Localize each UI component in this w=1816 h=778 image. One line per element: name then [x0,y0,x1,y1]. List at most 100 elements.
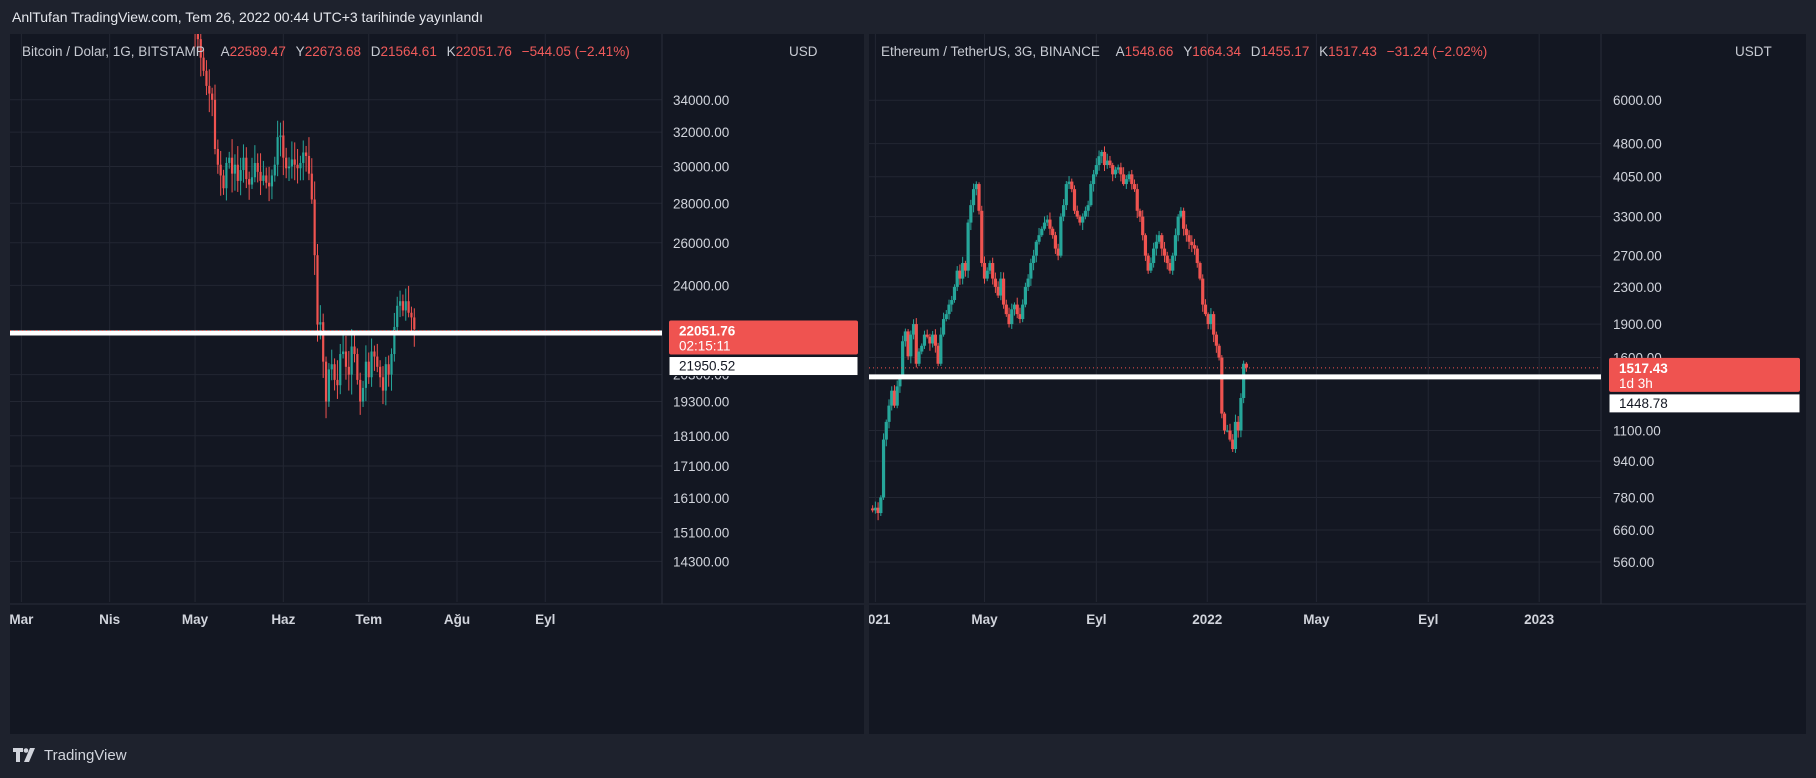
eth-candle-body [1023,286,1028,305]
btc-candle [333,358,336,391]
btc-candle [202,49,205,76]
btc-x-tick-label: Eyl [535,612,555,627]
eth-candle [1081,213,1085,230]
btc-candle [330,349,333,381]
btc-candle [350,329,353,395]
eth-candle-body [1075,210,1079,217]
eth-candle-body [941,319,946,335]
eth-candle [947,299,951,320]
eth-candle-body [1042,222,1047,229]
eth-candle [1233,414,1238,453]
eth-candle [980,205,984,267]
btc-candle-body [370,351,373,378]
eth-symbol[interactable]: Ethereum / TetherUS, 3G, BINANCE [881,44,1100,59]
eth-y-tick-label: 560.00 [1613,555,1654,570]
eth-candle-body [1007,314,1011,325]
btc-candle [384,356,387,406]
eth-candle-body [1067,181,1071,185]
btc-candle-body [398,301,402,306]
eth-candle-body [1209,314,1213,325]
eth-candle [911,319,916,340]
btc-candle-body [259,171,262,181]
eth-candle-body [1165,255,1169,264]
eth-candle-body [1081,216,1085,223]
btc-candle-body [339,354,342,386]
btc-y-tick-label: 14300.00 [673,554,729,569]
eth-candle [1220,355,1224,419]
btc-candle-body [390,354,393,375]
btc-candle-body [387,364,390,375]
eth-candle-body [1160,235,1164,249]
btc-candle-body [230,157,234,174]
eth-candle [909,330,913,364]
btc-price-tag-value: 22051.76 [679,324,736,339]
eth-currency-label[interactable]: USDT [1735,44,1772,59]
btc-chart-canvas[interactable]: 34000.00 32000.00 30000.00 28000.00 26000.00… [10,34,864,734]
eth-candle-body [909,334,913,357]
eth-candle [1141,210,1145,241]
eth-y-tick-label: 1900.00 [1613,317,1662,332]
btc-candle-body [324,361,328,402]
btc-candle-body [333,364,336,380]
eth-x-tick-label: May [1303,612,1330,627]
btc-candle [259,153,262,196]
eth-candle [1187,230,1191,250]
eth-candle-body [1108,160,1112,166]
btc-y-tick-label: 15100.00 [673,525,729,540]
eth-candle [1162,241,1167,263]
eth-candle-body [996,286,1000,296]
eth-candle [1239,393,1243,438]
btc-candle [253,145,256,183]
eth-candle [1231,434,1235,452]
btc-candle [305,145,308,172]
eth-candle-body [1029,263,1033,279]
btc-candle-body [307,155,311,174]
btc-candle [393,312,396,362]
eth-candle [1236,416,1240,438]
btc-candle-body [228,157,231,163]
eth-candle-body [1152,248,1156,264]
eth-candle [961,256,965,285]
btc-candle [228,151,231,169]
eth-candle [1078,214,1082,226]
eth-candle [952,284,957,303]
btc-chart-panel[interactable]: 34000.00 32000.00 30000.00 28000.00 26000.00… [10,34,864,734]
eth-candle-body [939,334,943,364]
eth-chart-panel[interactable]: 6000.00 4800.00 4050.00 3300.00 2700.00 2300.… [869,34,1806,734]
btc-close-value: 22051.76 [455,44,512,59]
eth-chart-canvas[interactable]: 6000.00 4800.00 4050.00 3300.00 2700.00 2300.… [869,34,1806,734]
btc-candle [213,84,217,155]
eth-candle [1119,162,1123,182]
btc-symbol[interactable]: Bitcoin / Dolar, 1G, BITSTAMP [22,44,205,59]
btc-currency-label[interactable]: USD [789,44,818,59]
eth-candle [991,257,995,285]
btc-candle [242,144,245,183]
eth-candle [1149,257,1153,274]
eth-candle-body [991,263,995,279]
eth-candle-body [969,205,973,223]
eth-candle [1023,282,1028,308]
eth-candle [963,260,967,277]
btc-candle [265,167,268,189]
eth-y-tick-label: 6000.00 [1613,93,1662,108]
btc-candle [401,294,405,317]
btc-candle-body [373,351,376,357]
eth-candle-body [1192,245,1197,249]
eth-candle [1070,178,1074,193]
tradingview-brand[interactable]: TradingView [44,746,127,764]
btc-candle-body [393,326,396,355]
eth-candle-body [1212,314,1216,335]
eth-candle [1034,239,1038,263]
btc-candle-body [265,175,268,183]
eth-candle-body [1111,165,1115,175]
eth-candle-body [1198,263,1202,279]
eth-candle [1029,258,1033,286]
btc-candle-body [361,387,365,402]
eth-candle-body [1045,219,1049,223]
eth-candle-body [1157,235,1161,242]
eth-candle-body [1168,263,1172,271]
eth-candle-body [1228,430,1232,440]
eth-candle [1157,231,1161,244]
eth-candle [1045,215,1049,226]
eth-candle [887,399,891,429]
